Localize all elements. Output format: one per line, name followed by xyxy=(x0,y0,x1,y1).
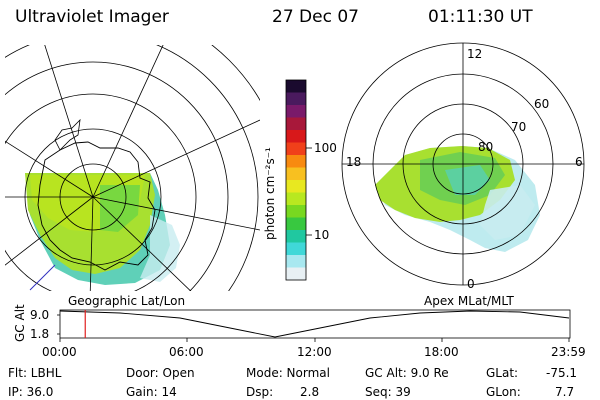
colorbar-cell xyxy=(286,230,306,243)
time-ticks xyxy=(57,314,570,342)
mlt-18-label: 18 xyxy=(346,155,362,169)
colorbar-cell xyxy=(286,155,306,168)
mlt-6-label: 6 xyxy=(575,155,583,169)
colorbar-cell xyxy=(286,80,306,93)
magnetic-polar-plot xyxy=(341,42,585,286)
colorbar-cell xyxy=(286,180,306,193)
geographic-map xyxy=(5,45,260,291)
altitude-curve xyxy=(59,310,570,338)
colorbar-tick-100: 100 xyxy=(314,141,337,155)
status-gain: Gain: 14 xyxy=(126,385,177,399)
colorbar-cell xyxy=(286,142,306,156)
altitude-strip xyxy=(57,309,571,342)
colorbar-cell xyxy=(286,105,306,118)
altitude-ylabel: GC Alt xyxy=(13,304,27,342)
status-dsp-value: 2.8 xyxy=(300,385,320,399)
colorbar-cell xyxy=(286,192,306,206)
status-glat-value: -75.1 xyxy=(546,366,578,380)
colorbar-tick-10: 10 xyxy=(314,228,330,242)
status-mode: Mode: Normal xyxy=(246,366,330,380)
mlat-70-label: 70 xyxy=(511,120,527,134)
colorbar-cell xyxy=(286,130,306,143)
status-glon-value: 7.7 xyxy=(555,385,575,399)
date-label: 27 Dec 07 xyxy=(272,7,359,27)
status-door: Door: Open xyxy=(126,366,195,380)
longitude-lines xyxy=(5,45,260,291)
coastline xyxy=(37,141,156,271)
color-bar xyxy=(285,79,312,281)
emission-region-mag xyxy=(375,146,540,252)
altitude-ytick-high: 9.0 xyxy=(30,308,50,322)
status-glat-label: GLat: xyxy=(486,366,519,380)
colorbar-cell xyxy=(286,205,306,218)
altitude-ytick-low: 1.8 xyxy=(30,327,50,341)
time-tick-3: 18:00 xyxy=(424,345,459,359)
colorbar-cell xyxy=(286,117,306,131)
colorbar-unit-label: photon cm⁻²s⁻¹ xyxy=(263,147,277,240)
mlat-60-label: 60 xyxy=(534,97,550,111)
time-label: 01:11:30 UT xyxy=(428,7,533,27)
mlt-0-label: 0 xyxy=(467,277,475,291)
mlt-12-label: 12 xyxy=(467,47,483,61)
status-flt: Flt: LBHL xyxy=(8,366,62,380)
colorbar-cell xyxy=(286,242,306,256)
status-glon-label: GLon: xyxy=(486,385,521,399)
geographic-panel-label: Geographic Lat/Lon xyxy=(68,294,186,308)
mlat-80-label: 80 xyxy=(478,140,494,154)
colorbar-cell xyxy=(286,217,306,231)
instrument-title: Ultraviolet Imager xyxy=(15,7,169,27)
status-seq: Seq: 39 xyxy=(365,385,411,399)
time-tick-4: 23:59 xyxy=(551,345,586,359)
colorbar-cell xyxy=(286,167,306,181)
colorbar-cell xyxy=(286,255,306,268)
time-tick-0: 00:00 xyxy=(42,345,77,359)
status-dsp-label: Dsp: xyxy=(246,385,274,399)
colorbar-cell xyxy=(286,92,306,106)
time-tick-2: 12:00 xyxy=(297,345,332,359)
magnetic-panel-label: Apex MLat/MLT xyxy=(424,294,514,308)
status-ip: IP: 36.0 xyxy=(8,385,54,399)
time-tick-1: 06:00 xyxy=(169,345,204,359)
status-gcalt: GC Alt: 9.0 Re xyxy=(365,366,449,380)
colorbar-cell xyxy=(286,267,306,281)
